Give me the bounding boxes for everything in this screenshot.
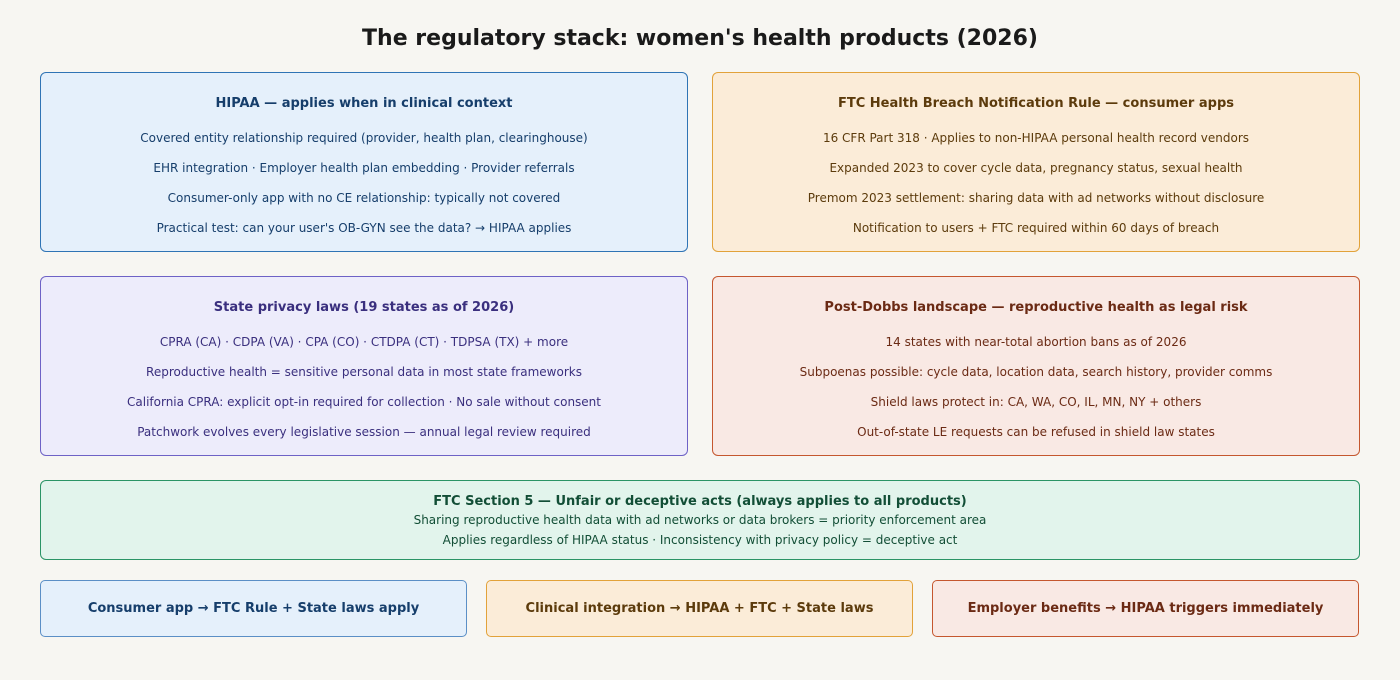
employer-benefits-summary: Employer benefits → HIPAA triggers immed… [932, 580, 1359, 637]
ftc-breach-rule-heading: FTC Health Breach Notification Rule — co… [837, 96, 1234, 111]
diagram-title: The regulatory stack: women's health pro… [362, 26, 1038, 51]
clinical-integration-summary: Clinical integration → HIPAA + FTC + Sta… [486, 580, 913, 637]
hipaa-line: Covered entity relationship required (pr… [140, 131, 588, 145]
hipaa-line: Practical test: can your user's OB-GYN s… [156, 221, 572, 235]
ftc-breach-rule-line: Expanded 2023 to cover cycle data, pregn… [829, 161, 1243, 175]
ftc-section5-line: Sharing reproductive health data with ad… [413, 513, 987, 527]
ftc-section5-box: FTC Section 5 — Unfair or deceptive acts… [40, 480, 1360, 560]
hipaa-line: EHR integration · Employer health plan e… [153, 161, 575, 175]
ftc-breach-rule-line: Notification to users + FTC required wit… [852, 221, 1220, 235]
post-dobbs-heading: Post-Dobbs landscape — reproductive heal… [824, 300, 1248, 315]
state-privacy-line: CPRA (CA) · CDPA (VA) · CPA (CO) · CTDPA… [159, 335, 569, 349]
state-privacy-line: Reproductive health = sensitive personal… [146, 365, 582, 379]
state-privacy-line: California CPRA: explicit opt-in require… [127, 395, 601, 409]
consumer-app-summary: Consumer app → FTC Rule + State laws app… [40, 580, 467, 637]
ftc-breach-rule-line: 16 CFR Part 318 · Applies to non-HIPAA p… [822, 131, 1250, 145]
post-dobbs-line: Out-of-state LE requests can be refused … [857, 425, 1215, 439]
post-dobbs-line: 14 states with near-total abortion bans … [885, 335, 1187, 349]
ftc-section5-line: Applies regardless of HIPAA status · Inc… [442, 533, 958, 547]
ftc-breach-rule-box: FTC Health Breach Notification Rule — co… [712, 72, 1360, 252]
post-dobbs-line: Shield laws protect in: CA, WA, CO, IL, … [870, 395, 1202, 409]
hipaa-line: Consumer-only app with no CE relationshi… [167, 191, 561, 205]
ftc-breach-rule-line: Premom 2023 settlement: sharing data wit… [807, 191, 1265, 205]
hipaa-box: HIPAA — applies when in clinical context… [40, 72, 688, 252]
post-dobbs-box: Post-Dobbs landscape — reproductive heal… [712, 276, 1360, 456]
state-privacy-line: Patchwork evolves every legislative sess… [137, 425, 591, 439]
ftc-section5-heading: FTC Section 5 — Unfair or deceptive acts… [433, 494, 967, 509]
state-privacy-heading: State privacy laws (19 states as of 2026… [213, 300, 515, 315]
post-dobbs-line: Subpoenas possible: cycle data, location… [799, 365, 1273, 379]
state-privacy-box: State privacy laws (19 states as of 2026… [40, 276, 688, 456]
hipaa-heading: HIPAA — applies when in clinical context [215, 96, 513, 111]
